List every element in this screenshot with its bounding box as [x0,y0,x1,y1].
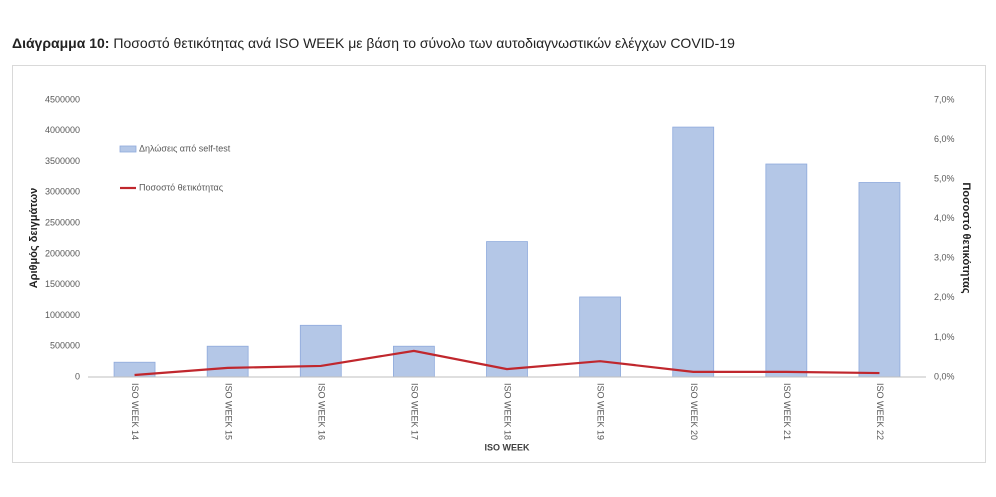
y-tick-label: 500000 [50,341,80,351]
y-tick-label: 3000000 [45,187,80,197]
bar [579,296,621,378]
y2-tick-label: 3,0% [934,253,955,263]
bar [486,241,528,378]
y-axis-label: Αριθμός δειγμάτων [28,188,40,289]
x-axis-label: ISO WEEK [484,442,530,452]
y2-tick-label: 0,0% [934,371,955,381]
legend-label: Δηλώσεις από self-test [139,143,231,153]
bar [672,126,715,378]
chart-frame [12,65,986,463]
y2-tick-label: 7,0% [934,94,955,104]
bar [206,345,249,378]
y-tick-label: 4000000 [45,125,80,135]
y-tick-label: 3500000 [45,156,80,166]
y-tick-label: 4500000 [45,94,80,104]
legend-label: Ποσοστό θετικότητας [139,182,224,192]
y-tick-label: 2000000 [45,248,80,258]
y-tick-label: 1500000 [45,279,80,289]
bar [858,182,901,378]
y2-tick-label: 1,0% [934,332,955,342]
x-tick-label: ISO WEEK 19 [596,383,606,440]
x-tick-label: ISO WEEK 18 [503,383,513,440]
y-tick-label: 0 [75,371,80,381]
x-tick-label: ISO WEEK 15 [223,383,233,440]
x-tick-label: ISO WEEK 20 [689,383,699,440]
title-text: Ποσοστό θετικότητας ανά ISO WEEK με βάση… [113,35,735,51]
y-tick-label: 1000000 [45,310,80,320]
x-tick-label: ISO WEEK 16 [316,383,326,440]
bar [299,324,342,378]
line [134,349,880,377]
bar [765,163,808,378]
x-tick-label: ISO WEEK 14 [130,383,140,440]
y-tick-label: 2500000 [45,217,80,227]
y2-tick-label: 2,0% [934,292,955,302]
chart-title: Διάγραμμα 10: Ποσοστό θετικότητας ανά IS… [12,35,735,51]
x-tick-label: ISO WEEK 22 [875,383,885,440]
x-tick-label: ISO WEEK 21 [782,383,792,440]
y2-tick-label: 6,0% [934,134,955,144]
title-label: Διάγραμμα 10: [12,35,109,51]
x-tick-label: ISO WEEK 17 [410,383,420,440]
y2-tick-label: 4,0% [934,213,955,223]
legend-swatch [119,145,137,153]
y2-axis-label: Ποσοστό θετικότητας [960,182,972,293]
y2-tick-label: 5,0% [934,174,955,184]
